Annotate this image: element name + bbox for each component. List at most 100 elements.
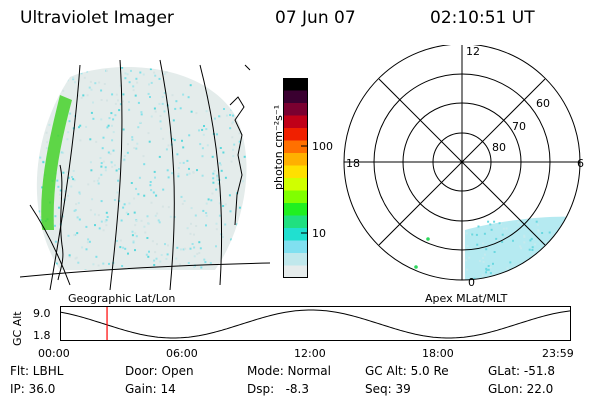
- geo-speckle-dot: [247, 205, 249, 207]
- geo-speckle-dot: [29, 267, 31, 269]
- geo-speckle-dot: [140, 113, 143, 116]
- apex-speckle-dot: [485, 271, 488, 274]
- geo-speckle-dot: [86, 94, 89, 97]
- geo-speckle-dot: [155, 257, 158, 260]
- geo-speckle-dot: [260, 197, 262, 199]
- apex-speckle-dot: [483, 253, 486, 256]
- geo-speckle-dot: [135, 147, 138, 150]
- geo-speckle-dot: [85, 125, 88, 128]
- geo-speckle-dot: [62, 151, 65, 154]
- apex-speckle-dot: [466, 245, 469, 248]
- geo-speckle-dot: [191, 243, 194, 245]
- colorbar-stop: [283, 78, 308, 91]
- geo-speckle-dot: [114, 114, 117, 117]
- geo-speckle-dot: [68, 120, 71, 123]
- geo-speckle-dot: [154, 176, 156, 179]
- geo-speckle-dot: [235, 242, 238, 245]
- apex-speckle-dot: [569, 247, 571, 250]
- apex-speckle-dot: [563, 265, 565, 268]
- geo-speckle-dot: [79, 139, 82, 142]
- geo-speckle-dot: [266, 138, 268, 140]
- apex-speckle-dot: [499, 223, 502, 225]
- apex-speckle-dot: [560, 234, 563, 237]
- geo-speckle-dot: [35, 278, 37, 280]
- geo-speckle-dot: [97, 273, 99, 275]
- mlt-label-12: 12: [466, 45, 480, 58]
- geo-speckle-dot: [171, 137, 174, 140]
- apex-speckle-dot: [571, 279, 574, 280]
- geo-speckle-dot: [172, 280, 174, 282]
- geo-speckle-dot: [258, 268, 260, 270]
- geo-speckle-dot: [91, 60, 93, 62]
- geo-speckle-dot: [112, 118, 115, 121]
- geo-speckle-dot: [211, 192, 214, 195]
- geo-speckle-dot: [78, 218, 81, 221]
- geo-speckle-dot: [72, 169, 75, 172]
- geo-speckle-dot: [180, 272, 182, 274]
- geo-speckle-dot: [83, 76, 86, 79]
- apex-speckle-dot: [509, 272, 512, 274]
- geo-speckle-dot: [177, 167, 180, 169]
- geo-speckle-dot: [25, 62, 27, 64]
- apex-speckle-dot: [571, 274, 574, 277]
- geo-speckle-dot: [40, 84, 43, 87]
- geo-speckle-dot: [195, 225, 198, 227]
- geo-speckle-dot: [21, 224, 23, 226]
- geo-speckle-dot: [258, 96, 260, 98]
- geo-speckle-dot: [37, 67, 40, 68]
- geo-speckle-dot: [89, 80, 92, 83]
- door-info: Door: Open: [125, 364, 194, 378]
- geo-speckle-dot: [165, 148, 168, 151]
- geo-speckle-dot: [246, 245, 247, 248]
- geo-speckle-dot: [243, 155, 246, 158]
- geo-speckle-dot: [192, 289, 194, 290]
- geo-speckle-dot: [121, 67, 124, 69]
- geo-speckle-dot: [98, 81, 101, 84]
- geo-speckle-dot: [39, 216, 42, 219]
- geo-speckle-dot: [86, 62, 88, 64]
- apex-speckle-dot: [507, 277, 510, 280]
- geo-speckle-dot: [160, 127, 163, 130]
- colorbar-stop: [283, 253, 308, 266]
- geo-speckle-dot: [113, 164, 116, 167]
- geo-speckle-dot: [238, 132, 241, 135]
- geo-speckle-dot: [257, 274, 259, 276]
- geo-speckle-dot: [72, 78, 75, 81]
- geo-lat-line: [29, 204, 71, 286]
- geo-speckle-dot: [90, 65, 92, 67]
- geo-speckle-dot: [178, 263, 181, 266]
- apex-speckle-dot: [571, 260, 574, 262]
- apex-speckle-dot: [566, 276, 569, 279]
- geo-speckle-dot: [137, 193, 140, 196]
- geo-speckle-dot: [81, 273, 83, 275]
- geo-speckle-dot: [105, 224, 108, 227]
- geo-speckle-dot: [98, 177, 100, 180]
- geo-speckle-dot: [59, 197, 62, 200]
- geo-speckle-dot: [58, 206, 60, 209]
- colorbar-stop: [283, 240, 308, 254]
- geo-speckle-dot: [90, 88, 93, 91]
- geo-speckle-dot: [234, 231, 237, 234]
- geo-aurora-band: [41, 95, 72, 230]
- apex-speckle-dot: [523, 235, 526, 238]
- geo-speckle-dot: [162, 137, 165, 140]
- geo-speckle-dot: [245, 107, 247, 110]
- apex-panel-label: Apex MLat/MLT: [425, 292, 508, 305]
- geo-speckle-dot: [258, 56, 260, 58]
- geo-speckle-dot: [161, 205, 164, 208]
- geo-speckle-dot: [190, 110, 193, 113]
- geo-speckle-dot: [59, 81, 62, 83]
- geo-speckle-dot: [155, 287, 157, 289]
- geo-speckle-dot: [130, 69, 132, 72]
- geo-speckle-dot: [238, 206, 241, 209]
- geo-speckle-dot: [114, 102, 117, 105]
- geo-speckle-dot: [39, 156, 42, 159]
- geo-speckle-dot: [243, 96, 246, 99]
- geo-speckle-dot: [70, 185, 73, 188]
- geo-speckle-dot: [229, 127, 232, 130]
- geo-speckle-dot: [210, 275, 212, 277]
- geo-speckle-dot: [187, 262, 190, 264]
- geo-speckle-dot: [104, 273, 106, 275]
- geo-speckle-dot: [142, 73, 145, 76]
- colorbar-stop: [283, 165, 308, 179]
